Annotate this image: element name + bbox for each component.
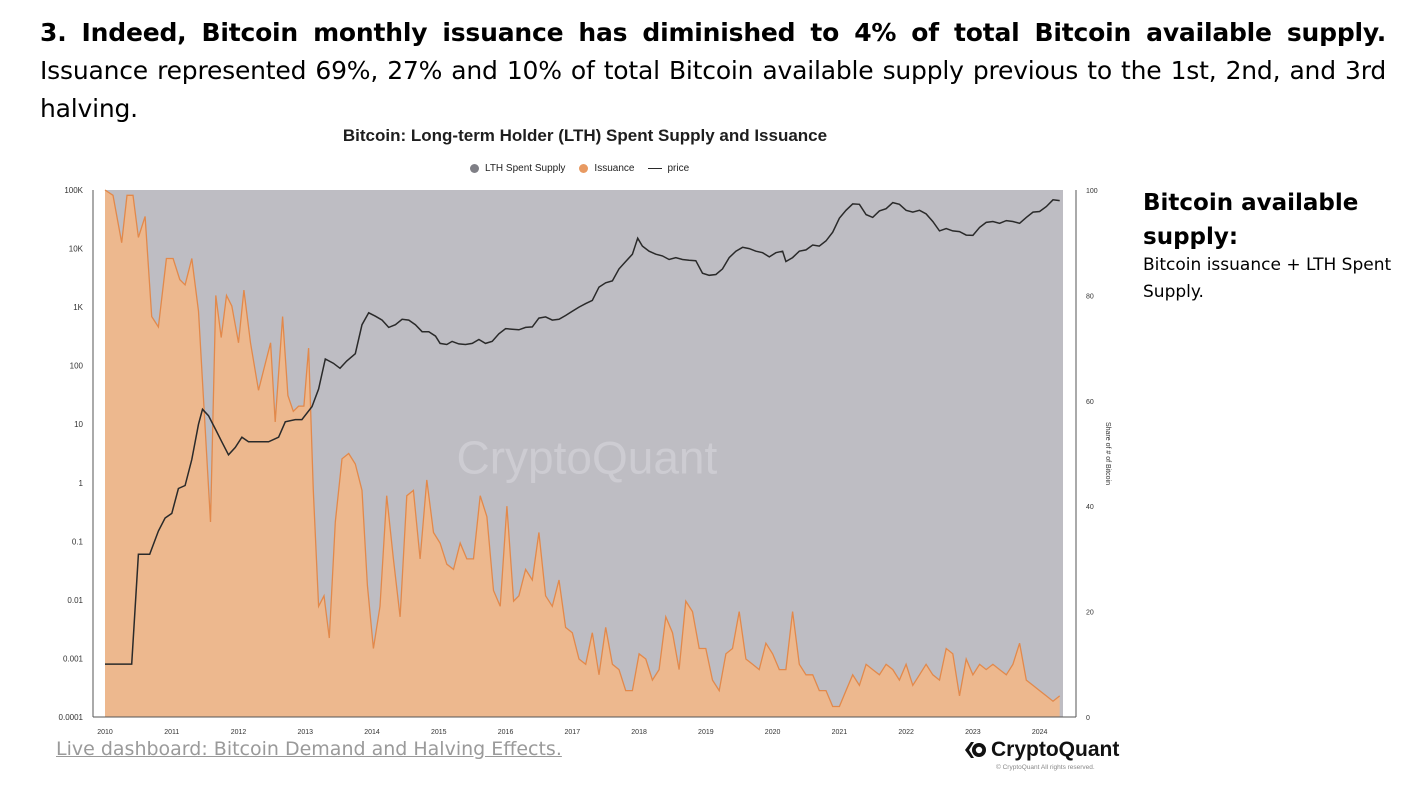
legend-item-issuance[interactable]: Issuance (579, 163, 634, 174)
intro-detail-text: Issuance represented 69%, 27% and 10% of… (40, 56, 1386, 123)
live-dashboard-link[interactable]: Live dashboard: Bitcoin Demand and Halvi… (56, 738, 562, 760)
chart-legend: LTH Spent Supply Issuance price (470, 163, 703, 174)
cryptoquant-logo-icon (965, 742, 986, 758)
right-tick-label-3: 40 (1086, 504, 1094, 511)
legend-lth-marker (470, 164, 479, 173)
x-tick-label-3: 2013 (297, 729, 313, 736)
right-tick-label-5: 0 (1086, 715, 1090, 722)
x-tick-label-7: 2017 (565, 729, 581, 736)
x-tick-label-0: 2010 (97, 729, 113, 736)
x-tick-label-8: 2018 (631, 729, 647, 736)
right-tick-label-2: 60 (1086, 399, 1094, 406)
x-tick-label-11: 2021 (832, 729, 848, 736)
intro-paragraph: 3. Indeed, Bitcoin monthly issuance has … (40, 14, 1386, 128)
x-tick-label-1: 2011 (164, 729, 179, 736)
left-tick-label-8: 0.001 (63, 654, 84, 663)
x-tick-label-14: 2024 (1032, 729, 1048, 736)
x-tick-label-13: 2023 (965, 729, 981, 736)
issuance-line (104, 189, 1061, 708)
legend-item-price[interactable]: price (648, 163, 689, 174)
x-tick-label-9: 2019 (698, 729, 714, 736)
legend-price-label: price (667, 163, 690, 174)
left-tick-label-6: 0.1 (72, 537, 84, 546)
left-tick-label-1: 10K (69, 245, 84, 254)
left-tick-label-5: 1 (79, 479, 84, 488)
x-tick-label-4: 2014 (364, 729, 380, 736)
x-tick-label-10: 2020 (765, 729, 781, 736)
legend-issuance-label: Issuance (594, 163, 635, 174)
x-tick-label-5: 2015 (431, 729, 447, 736)
left-tick-label-0: 100K (64, 186, 83, 195)
legend-price-marker (648, 168, 663, 169)
chart-title: Bitcoin: Long-term Holder (LTH) Spent Su… (342, 126, 828, 145)
intro-bold-statement: 3. Indeed, Bitcoin monthly issuance has … (40, 18, 1386, 47)
x-tick-label-12: 2022 (898, 729, 914, 736)
legend-issuance-marker (579, 164, 589, 173)
brand-name: CryptoQuant (991, 738, 1120, 761)
right-tick-label-0: 100 (1086, 188, 1098, 195)
legend-lth-label: LTH Spent Supply (485, 163, 566, 174)
copyright-text: © CryptoQuant All rights reserved. (996, 764, 1095, 771)
sidebar-text: Bitcoin issuance + LTH Spent Supply. (1143, 255, 1392, 302)
issuance-area (105, 190, 1060, 717)
right-tick-label-1: 80 (1086, 293, 1094, 300)
price-line (105, 199, 1060, 665)
chart-watermark: CryptoQuant (456, 432, 717, 484)
left-tick-label-2: 1K (73, 303, 83, 312)
left-tick-label-4: 10 (74, 420, 83, 429)
sidebar-title: Bitcoin available supply: (1143, 190, 1359, 250)
x-tick-label-6: 2016 (498, 729, 514, 736)
cryptoquant-logo: CryptoQuant (963, 738, 1119, 762)
left-tick-label-9: 0.0001 (59, 713, 84, 722)
left-tick-label-3: 100 (70, 362, 84, 371)
legend-item-lth[interactable]: LTH Spent Supply (470, 163, 565, 174)
right-axis-title: Share of # of Bitcoin (1104, 422, 1111, 485)
x-tick-label-2: 2012 (231, 729, 247, 736)
right-tick-label-4: 20 (1086, 610, 1094, 617)
left-tick-label-7: 0.01 (67, 596, 83, 605)
